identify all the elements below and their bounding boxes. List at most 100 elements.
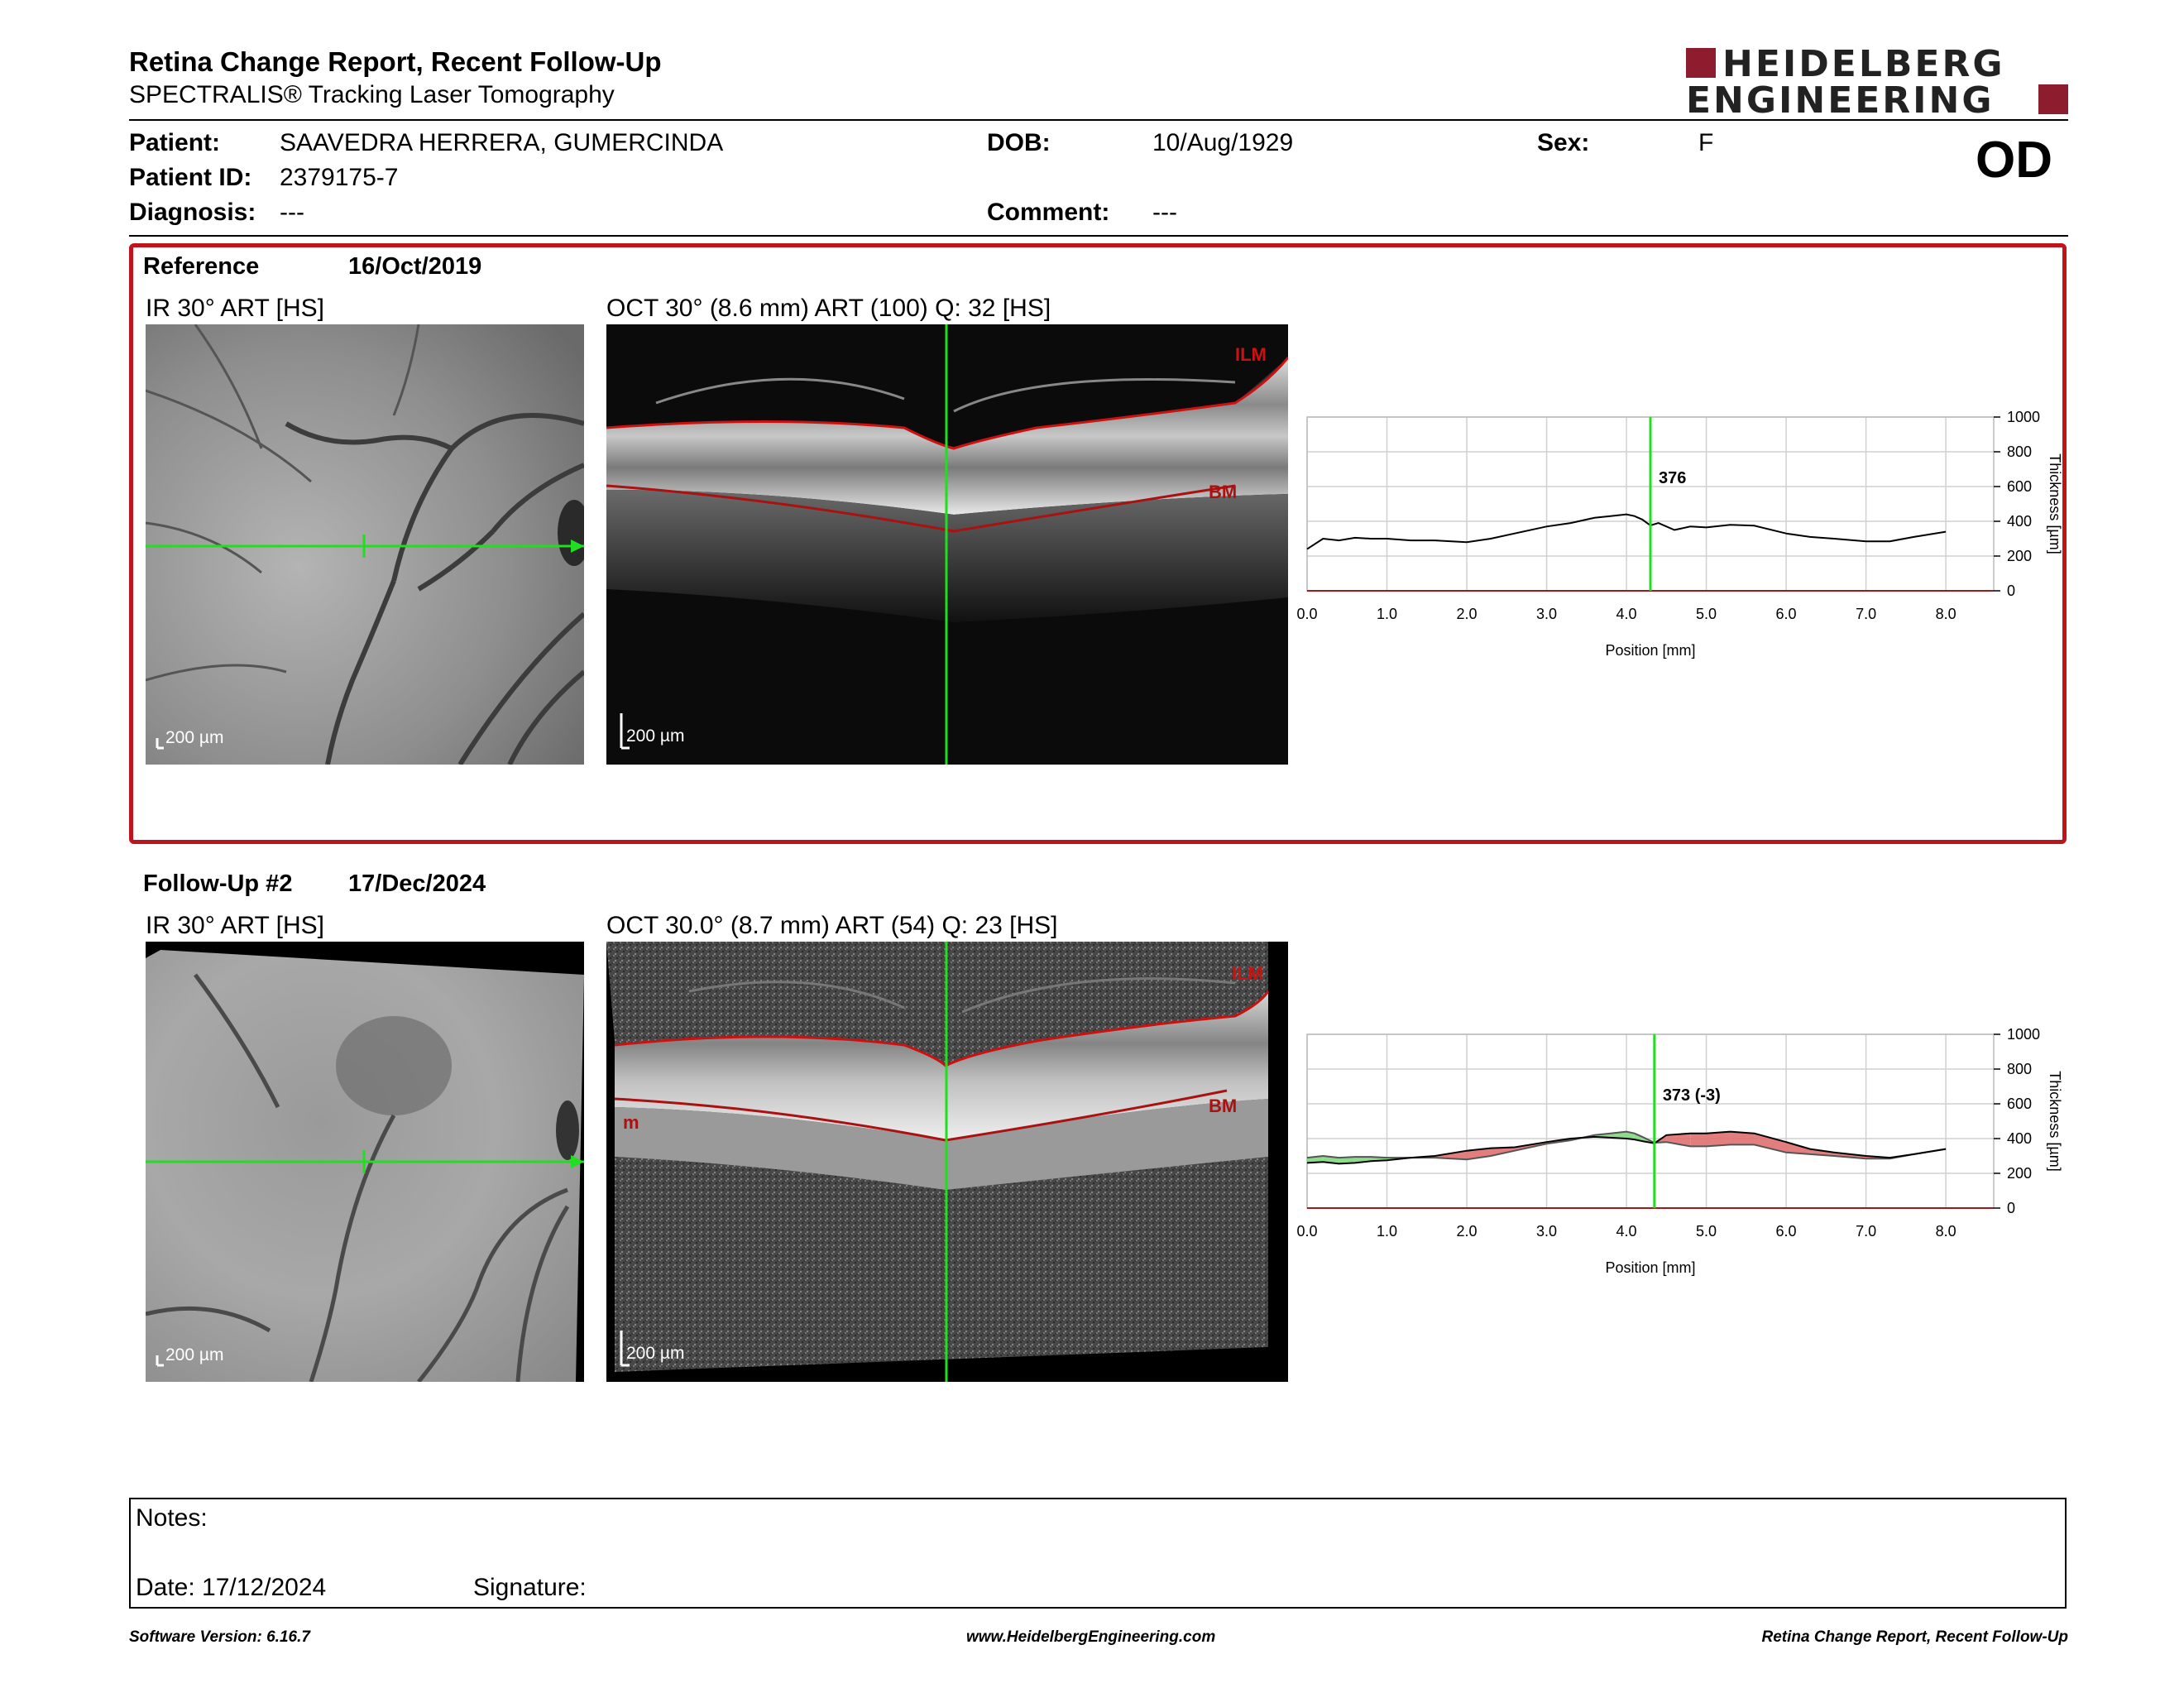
followup-ilm-label: ILM xyxy=(1232,963,1263,984)
notes-label: Notes: xyxy=(136,1504,208,1532)
ref-chart-x-tick-label: 6.0 xyxy=(1776,606,1797,622)
patient-label: Patient: xyxy=(129,129,221,156)
followup-label: Follow-Up #2 xyxy=(143,870,293,897)
footer-software-version: Software Version: 6.16.7 xyxy=(129,1628,310,1646)
header-divider xyxy=(129,119,2068,121)
fu-chart-diff-segment xyxy=(1786,1142,1811,1154)
fu-chart-x-axis-label: Position [mm] xyxy=(1605,1259,1695,1276)
ref-chart-x-tick-label: 8.0 xyxy=(1936,606,1956,622)
fu-chart-x-tick-label: 3.0 xyxy=(1536,1223,1557,1240)
fu-chart-y-tick-label: 1000 xyxy=(2007,1026,2040,1043)
ref-chart-y-tick-label: 600 xyxy=(2007,478,2032,495)
ref-chart-x-axis-label: Position [mm] xyxy=(1605,642,1695,659)
fu-chart-y-axis-label: Thickness [µm] xyxy=(2047,1071,2063,1171)
ref-chart-y-tick-label: 0 xyxy=(2007,583,2015,599)
logo-line1: HEIDELBERG xyxy=(1722,43,2005,85)
footer-website[interactable]: www.HeidelbergEngineering.com xyxy=(966,1628,1216,1646)
followup-ir-fundus xyxy=(146,950,584,1382)
logo-line2: ENGINEERING xyxy=(1686,79,1995,122)
fu-chart-x-tick-label: 5.0 xyxy=(1696,1223,1717,1240)
followup-oct-caption: OCT 30.0° (8.7 mm) ART (54) Q: 23 [HS] xyxy=(606,912,1058,939)
ref-chart-x-tick-label: 4.0 xyxy=(1616,606,1637,622)
fu-chart-x-tick-label: 6.0 xyxy=(1776,1223,1797,1240)
patient-name: SAAVEDRA HERRERA, GUMERCINDA xyxy=(280,129,724,156)
reference-box xyxy=(129,243,2067,844)
reference-ilm-label: ILM xyxy=(1235,344,1267,365)
reference-oct-scale: 200 µm xyxy=(626,727,685,746)
reference-ir-scale: 200 µm xyxy=(165,728,224,747)
comment-value: --- xyxy=(1152,199,1177,226)
fu-chart-diff-segment xyxy=(1690,1133,1707,1147)
patient-divider xyxy=(129,235,2068,237)
fu-chart-x-tick-label: 7.0 xyxy=(1856,1223,1876,1240)
reference-label: Reference xyxy=(143,253,260,280)
fu-chart-x-tick-label: 0.0 xyxy=(1296,1223,1317,1240)
notes-box[interactable]: Notes: Date: 17/12/2024 Signature: xyxy=(129,1498,2067,1609)
comment-label: Comment: xyxy=(987,199,1110,226)
fu-chart-diff-segment xyxy=(1490,1147,1515,1156)
report-subtitle: SPECTRALIS® Tracking Laser Tomography xyxy=(129,81,615,108)
ref-chart-cursor-label: 376 xyxy=(1659,469,1686,487)
fu-chart-x-tick-label: 4.0 xyxy=(1616,1223,1637,1240)
ref-chart-series-line-0 xyxy=(1306,513,1947,550)
reference-ir-caption: IR 30° ART [HS] xyxy=(146,295,324,322)
fu-chart-diff-segment xyxy=(1754,1133,1787,1153)
reference-oct-caption: OCT 30° (8.6 mm) ART (100) Q: 32 [HS] xyxy=(606,295,1051,322)
fu-chart-x-tick-label: 2.0 xyxy=(1457,1223,1478,1240)
ref-chart-x-tick-label: 5.0 xyxy=(1696,606,1717,622)
fu-chart-y-tick-label: 0 xyxy=(2007,1200,2015,1216)
reference-date: 16/Oct/2019 xyxy=(348,253,482,280)
fu-chart-y-tick-label: 600 xyxy=(2007,1096,2032,1112)
followup-bm-label: BM xyxy=(1209,1096,1238,1116)
ref-chart-y-tick-label: 1000 xyxy=(2007,409,2040,425)
fu-chart-x-tick-label: 8.0 xyxy=(1936,1223,1956,1240)
followup-edge-label: m xyxy=(623,1112,639,1133)
heidelberg-logo: HEIDELBERG ENGINEERING xyxy=(1686,43,2068,122)
ref-chart-y-tick-label: 200 xyxy=(2007,548,2032,564)
followup-ir-caption: IR 30° ART [HS] xyxy=(146,912,324,939)
signature-label: Signature: xyxy=(473,1574,587,1601)
diagnosis-label: Diagnosis: xyxy=(129,199,256,226)
fu-chart-diff-segment xyxy=(1706,1131,1731,1147)
eye-indicator: OD xyxy=(1976,132,2052,189)
followup-oct-scale: 200 µm xyxy=(626,1344,685,1363)
followup-oct-bscan xyxy=(606,942,1288,1382)
reference-oct-image: ILM BM 200 µm xyxy=(606,324,1288,765)
followup-oct-image: ILM BM m 200 µm xyxy=(606,942,1288,1382)
ref-chart-x-tick-label: 7.0 xyxy=(1856,606,1876,622)
fu-chart-diff-segment xyxy=(1730,1131,1755,1145)
fu-chart-x-tick-label: 1.0 xyxy=(1377,1223,1397,1240)
fu-chart-y-tick-label: 200 xyxy=(2007,1165,2032,1182)
sex-value: F xyxy=(1698,129,1714,156)
fu-chart-series-line-0 xyxy=(1306,1130,1947,1161)
ref-chart-x-tick-label: 1.0 xyxy=(1377,606,1397,622)
patient-id-value: 2379175-7 xyxy=(280,164,399,191)
followup-thickness-chart: 0.0 1.0 2.0 3.0 4.0 5.0 6.0 7.0 8.0 0 200 400 600 800… xyxy=(1296,1026,2063,1276)
dob-label: DOB: xyxy=(987,129,1051,156)
ref-chart-y-axis-label: Thickness [µm] xyxy=(2047,453,2063,554)
dob-value: 10/Aug/1929 xyxy=(1152,129,1294,156)
reference-oct-bscan xyxy=(606,324,1288,765)
patient-id-label: Patient ID: xyxy=(129,164,252,191)
report-title: Retina Change Report, Recent Follow-Up xyxy=(129,46,662,77)
reference-thickness-chart: 0.0 1.0 2.0 3.0 4.0 5.0 6.0 7.0 8.0 0 200 400 600 800… xyxy=(1296,409,2063,659)
reference-bm-label: BM xyxy=(1209,482,1238,502)
reference-ir-image: 200 µm xyxy=(146,324,584,765)
fu-chart-diff-segment xyxy=(1339,1157,1355,1164)
fu-chart-plot-frame xyxy=(1306,1033,1995,1209)
notes-date: Date: 17/12/2024 xyxy=(136,1574,327,1601)
logo-square-bottom xyxy=(2038,84,2068,114)
fu-chart-series-line-1 xyxy=(1306,1130,1947,1165)
fu-chart-y-tick-label: 800 xyxy=(2007,1061,2032,1077)
followup-ir-image: 200 µm xyxy=(146,942,584,1382)
ref-chart-x-tick-label: 2.0 xyxy=(1457,606,1478,622)
fu-chart-diff-segment xyxy=(1434,1150,1468,1160)
followup-ir-scale: 200 µm xyxy=(165,1345,224,1364)
reference-ir-fundus xyxy=(146,324,584,765)
sex-label: Sex: xyxy=(1537,129,1590,156)
footer-report-name: Retina Change Report, Recent Follow-Up xyxy=(1761,1628,2068,1646)
ref-chart-y-tick-label: 800 xyxy=(2007,444,2032,460)
diagnosis-value: --- xyxy=(280,199,304,226)
followup-date: 17/Dec/2024 xyxy=(348,870,486,897)
ref-chart-y-tick-label: 400 xyxy=(2007,513,2032,530)
